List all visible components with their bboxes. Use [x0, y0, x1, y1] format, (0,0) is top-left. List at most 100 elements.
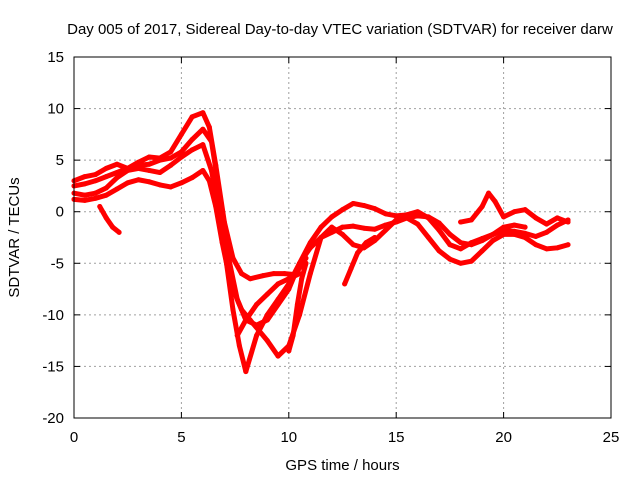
- series-4-point: [189, 175, 195, 181]
- series-3-point: [318, 224, 324, 230]
- series-4-point: [168, 184, 174, 190]
- series-3-point: [329, 214, 335, 220]
- series-4-point: [226, 271, 232, 277]
- series-4-point: [382, 227, 388, 233]
- series-3-point: [178, 154, 184, 160]
- series-4-point: [125, 180, 131, 186]
- series-4-point: [135, 177, 141, 183]
- series-3-point: [350, 200, 356, 206]
- series-2-point: [533, 233, 539, 239]
- series-9-point: [479, 204, 485, 210]
- series-3-point: [125, 167, 131, 173]
- y-tick-label: -15: [42, 358, 64, 375]
- series-3-point: [458, 246, 464, 252]
- series-1-point: [114, 161, 120, 167]
- series-3-point: [372, 206, 378, 212]
- series-4-point: [213, 204, 219, 210]
- series-4-point: [393, 217, 399, 223]
- series-4-point: [232, 291, 238, 297]
- series-line-5: [97, 204, 122, 235]
- series-2-point: [82, 181, 88, 187]
- series-7-point: [299, 276, 305, 282]
- series-4-point: [307, 271, 313, 277]
- series-9-point: [492, 198, 498, 204]
- y-tick-label: -5: [51, 255, 64, 272]
- series-3-point: [479, 236, 485, 242]
- series-6-point: [264, 291, 270, 297]
- series-2-point: [168, 155, 174, 161]
- series-2-point: [458, 240, 464, 246]
- series-8-point: [342, 281, 348, 287]
- series-2-point: [208, 139, 214, 145]
- series-3-point: [340, 207, 345, 213]
- series-4-point: [425, 235, 431, 240]
- series-4-point: [329, 224, 335, 230]
- series-3-point: [275, 296, 281, 302]
- plot-frame: [73, 56, 612, 419]
- series-4-point: [256, 327, 262, 333]
- y-axis-title: SDTVAR / TECUs: [6, 177, 23, 297]
- series-6-point: [234, 332, 240, 338]
- series-1-point: [178, 131, 184, 137]
- series-1-point: [271, 271, 277, 277]
- series-4-point: [114, 186, 120, 192]
- y-tick-label: 10: [47, 101, 64, 118]
- series-4-point: [447, 256, 453, 262]
- series-3-point: [200, 142, 206, 148]
- series-1-point: [189, 114, 195, 120]
- series-2-point: [436, 220, 442, 226]
- data-series: [71, 110, 571, 375]
- series-9-point: [544, 221, 550, 227]
- series-3-point: [436, 227, 442, 233]
- series-3-point: [168, 162, 174, 168]
- x-tick-label: 25: [603, 429, 620, 446]
- x-tick-label: 20: [495, 429, 512, 446]
- series-3-point: [501, 224, 507, 230]
- series-9-point: [486, 190, 492, 196]
- series-4-point: [522, 235, 528, 240]
- series-1-point: [82, 174, 88, 180]
- y-tick-label: -10: [42, 307, 64, 324]
- series-3-point: [468, 240, 474, 246]
- series-6-point: [254, 302, 260, 308]
- series-4-point: [92, 195, 98, 201]
- series-3-point: [361, 203, 367, 209]
- series-4-point: [468, 258, 474, 264]
- series-1-point: [168, 149, 174, 155]
- series-3-point: [114, 175, 120, 181]
- series-3-point: [522, 224, 528, 230]
- series-9-point: [565, 219, 571, 225]
- series-2-point: [340, 224, 345, 230]
- series-2-point: [350, 223, 356, 229]
- series-4-point: [404, 215, 410, 221]
- series-9-point: [468, 217, 474, 223]
- series-2-point: [92, 178, 98, 184]
- series-9-point: [511, 209, 517, 215]
- series-2-point: [189, 137, 195, 143]
- series-7-point: [286, 348, 292, 354]
- series-4-point: [146, 179, 152, 185]
- series-2-point: [114, 170, 120, 176]
- series-4-point: [554, 245, 560, 251]
- series-4-point: [458, 260, 464, 266]
- series-8-point: [355, 250, 361, 256]
- series-1-point: [92, 172, 98, 178]
- y-tick-label: 5: [56, 152, 64, 169]
- series-3-point: [189, 147, 195, 153]
- series-line-9: [458, 190, 571, 227]
- series-8-point: [372, 235, 378, 240]
- series-2-point: [361, 225, 367, 231]
- series-2-point: [200, 126, 206, 132]
- series-4-point: [340, 231, 345, 237]
- series-3-point: [447, 242, 453, 248]
- series-2-point: [146, 161, 152, 167]
- series-5-point: [116, 229, 122, 235]
- series-3-point: [157, 170, 163, 176]
- series-1-point: [103, 165, 109, 171]
- series-3-point: [393, 213, 399, 219]
- series-3-point: [415, 209, 421, 215]
- series-3-point: [146, 167, 152, 173]
- series-3-point: [208, 167, 214, 173]
- series-3-point: [230, 307, 236, 313]
- series-1-point: [230, 255, 236, 261]
